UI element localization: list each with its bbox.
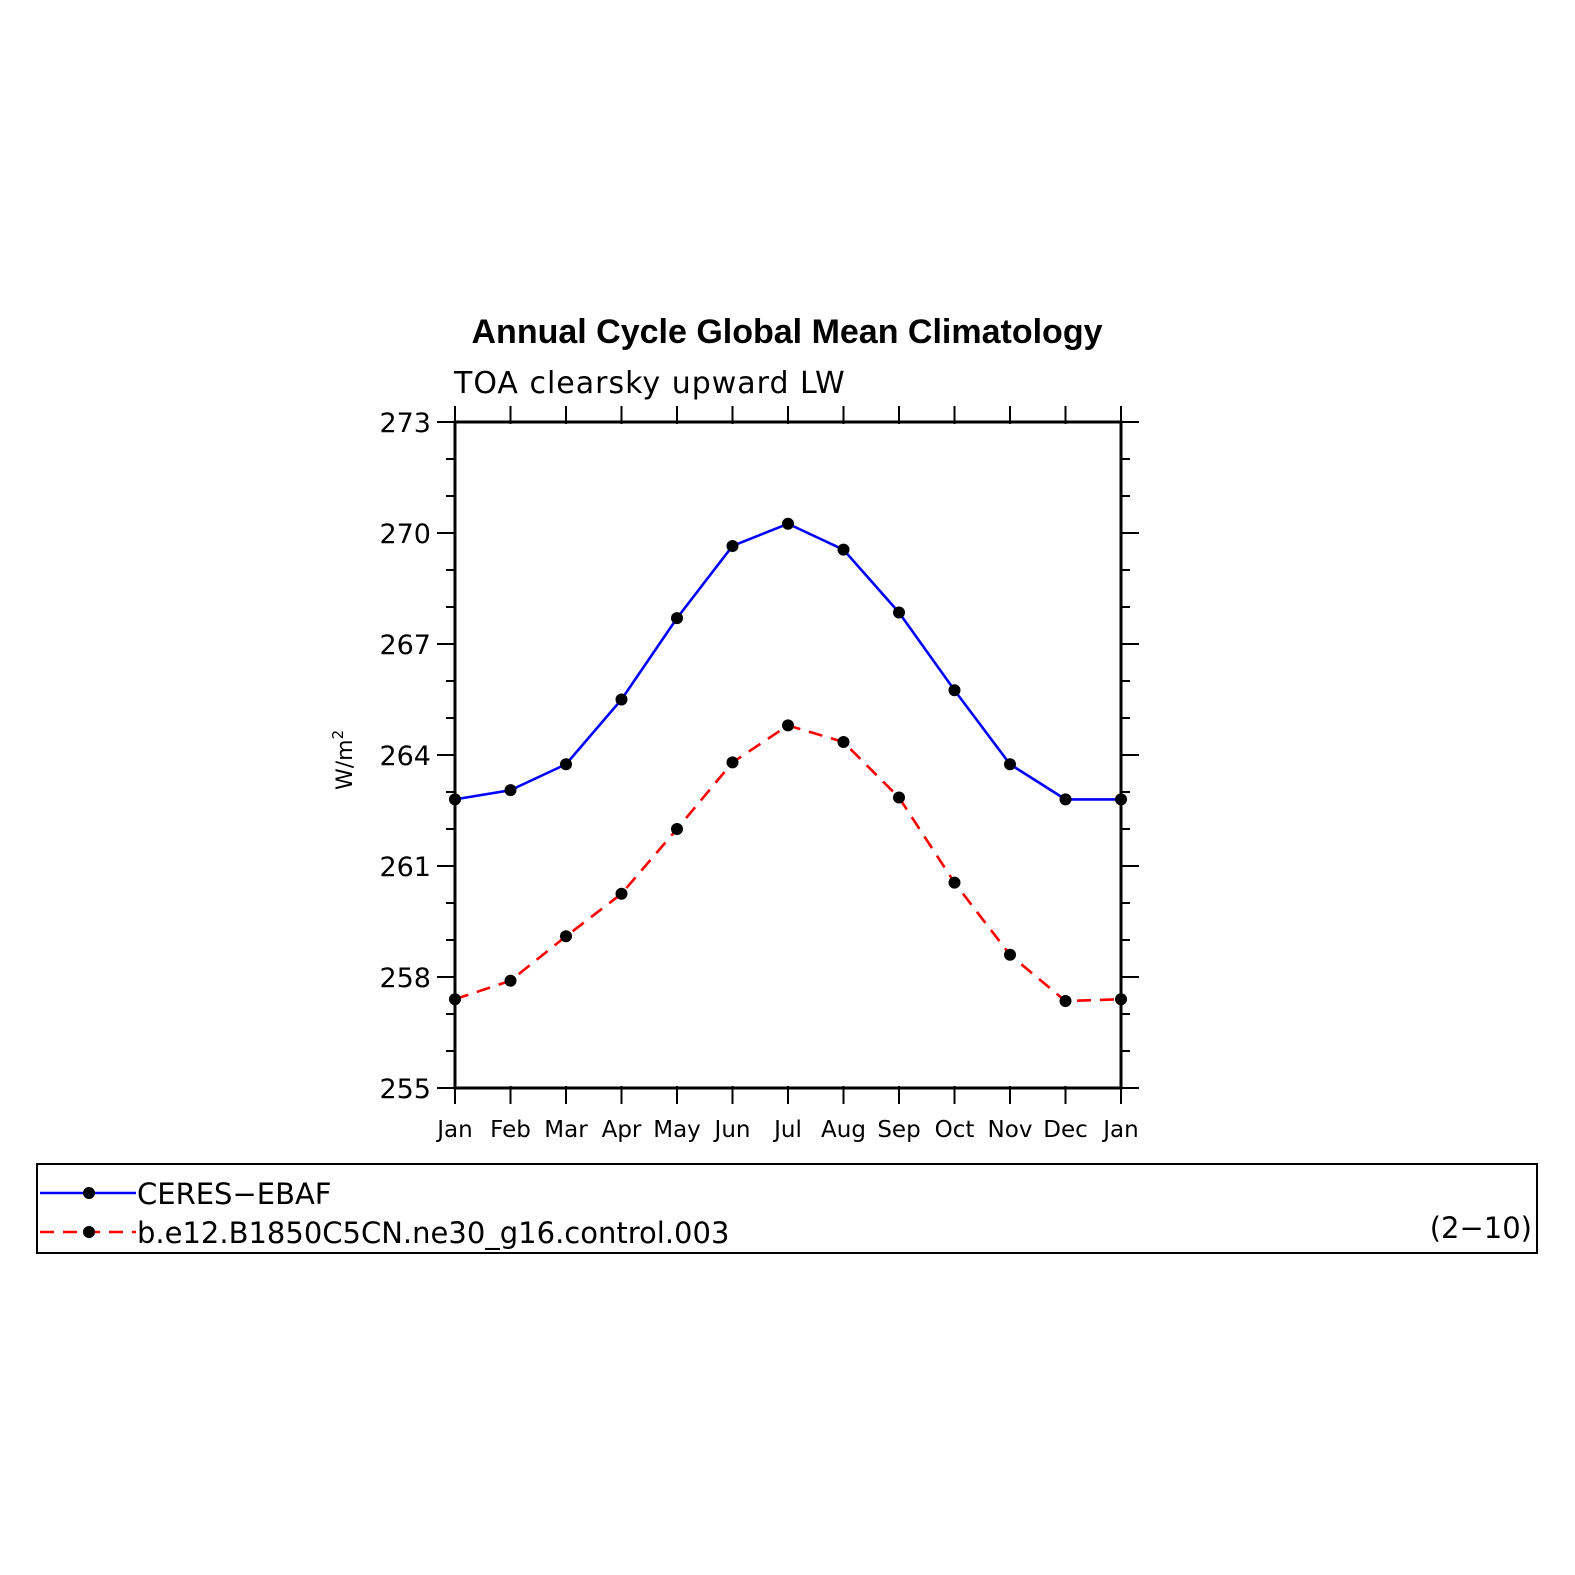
y-tick-label: 255 (379, 1074, 431, 1105)
data-point (449, 793, 461, 806)
data-point (948, 684, 961, 697)
x-tick-label: Feb (490, 1117, 531, 1143)
data-point (837, 543, 850, 556)
data-point (782, 517, 794, 530)
y-axis-label-superscript: 2 (329, 730, 347, 740)
data-point (782, 719, 794, 732)
y-axis-label: W/m2 (329, 730, 358, 790)
y-tick-label: 264 (379, 741, 431, 772)
data-point (948, 876, 961, 889)
x-tick-label: Jul (772, 1117, 802, 1143)
data-point (1115, 993, 1127, 1006)
legend-label: b.e12.B1850C5CN.ne30_g16.control.003 (137, 1216, 729, 1250)
y-tick-label: 261 (379, 852, 431, 883)
y-tick-label: 273 (379, 408, 431, 439)
x-tick-label: Jan (435, 1117, 472, 1143)
chart-title: Annual Cycle Global Mean Climatology (472, 313, 1103, 351)
x-tick-label: Jun (713, 1117, 751, 1143)
y-tick-label: 267 (379, 630, 431, 661)
data-point (615, 693, 628, 706)
data-point (893, 791, 905, 804)
data-point (504, 784, 517, 797)
y-axis-label-text: W/m (333, 739, 358, 790)
data-point (1059, 793, 1072, 806)
data-point (449, 993, 461, 1006)
x-tick-label: May (653, 1117, 701, 1143)
chart-subtitle: TOA clearsky upward LW (453, 366, 846, 401)
x-tick-label: Dec (1043, 1117, 1088, 1143)
y-tick-label: 258 (379, 963, 431, 994)
data-point (1115, 793, 1127, 806)
y-axis: 255 258 261 264 267 270 273 (379, 408, 1139, 1105)
y-tick-label: 270 (379, 519, 431, 550)
series-line-1 (454, 522, 1121, 801)
data-point (1059, 995, 1072, 1008)
data-point (726, 539, 739, 552)
data-point (671, 823, 683, 835)
data-point (504, 974, 517, 987)
legend-years-label: (2−10) (1430, 1211, 1532, 1245)
x-tick-label: Nov (988, 1117, 1033, 1143)
data-point (560, 758, 572, 771)
legend: CERES−EBAF b.e12.B1850C5CN.ne30_g16.contr… (36, 1163, 1538, 1254)
legend-label: CERES−EBAF (137, 1177, 332, 1211)
legend-box (36, 1163, 1538, 1254)
data-point (615, 887, 628, 900)
x-tick-label: Mar (544, 1117, 588, 1143)
data-point (893, 606, 905, 619)
x-tick-label: Jan (1101, 1117, 1138, 1143)
data-point (726, 756, 739, 769)
legend-marker (83, 1187, 95, 1199)
x-tick-label: Sep (877, 1117, 920, 1143)
data-point (671, 612, 683, 625)
x-tick-label: Apr (602, 1117, 642, 1143)
series-line-2 (454, 723, 1122, 1003)
x-axis: Jan Feb Mar Apr May Jun Jul Aug Sep Oct Nov Dec Jan (435, 406, 1139, 1143)
x-tick-label: Oct (935, 1117, 975, 1143)
legend-marker (83, 1226, 95, 1238)
x-tick-label: Aug (821, 1117, 866, 1143)
data-point (1004, 948, 1016, 961)
data-point (560, 930, 572, 943)
data-point (1004, 758, 1016, 771)
data-point (837, 736, 850, 749)
series-layer (449, 517, 1127, 1008)
